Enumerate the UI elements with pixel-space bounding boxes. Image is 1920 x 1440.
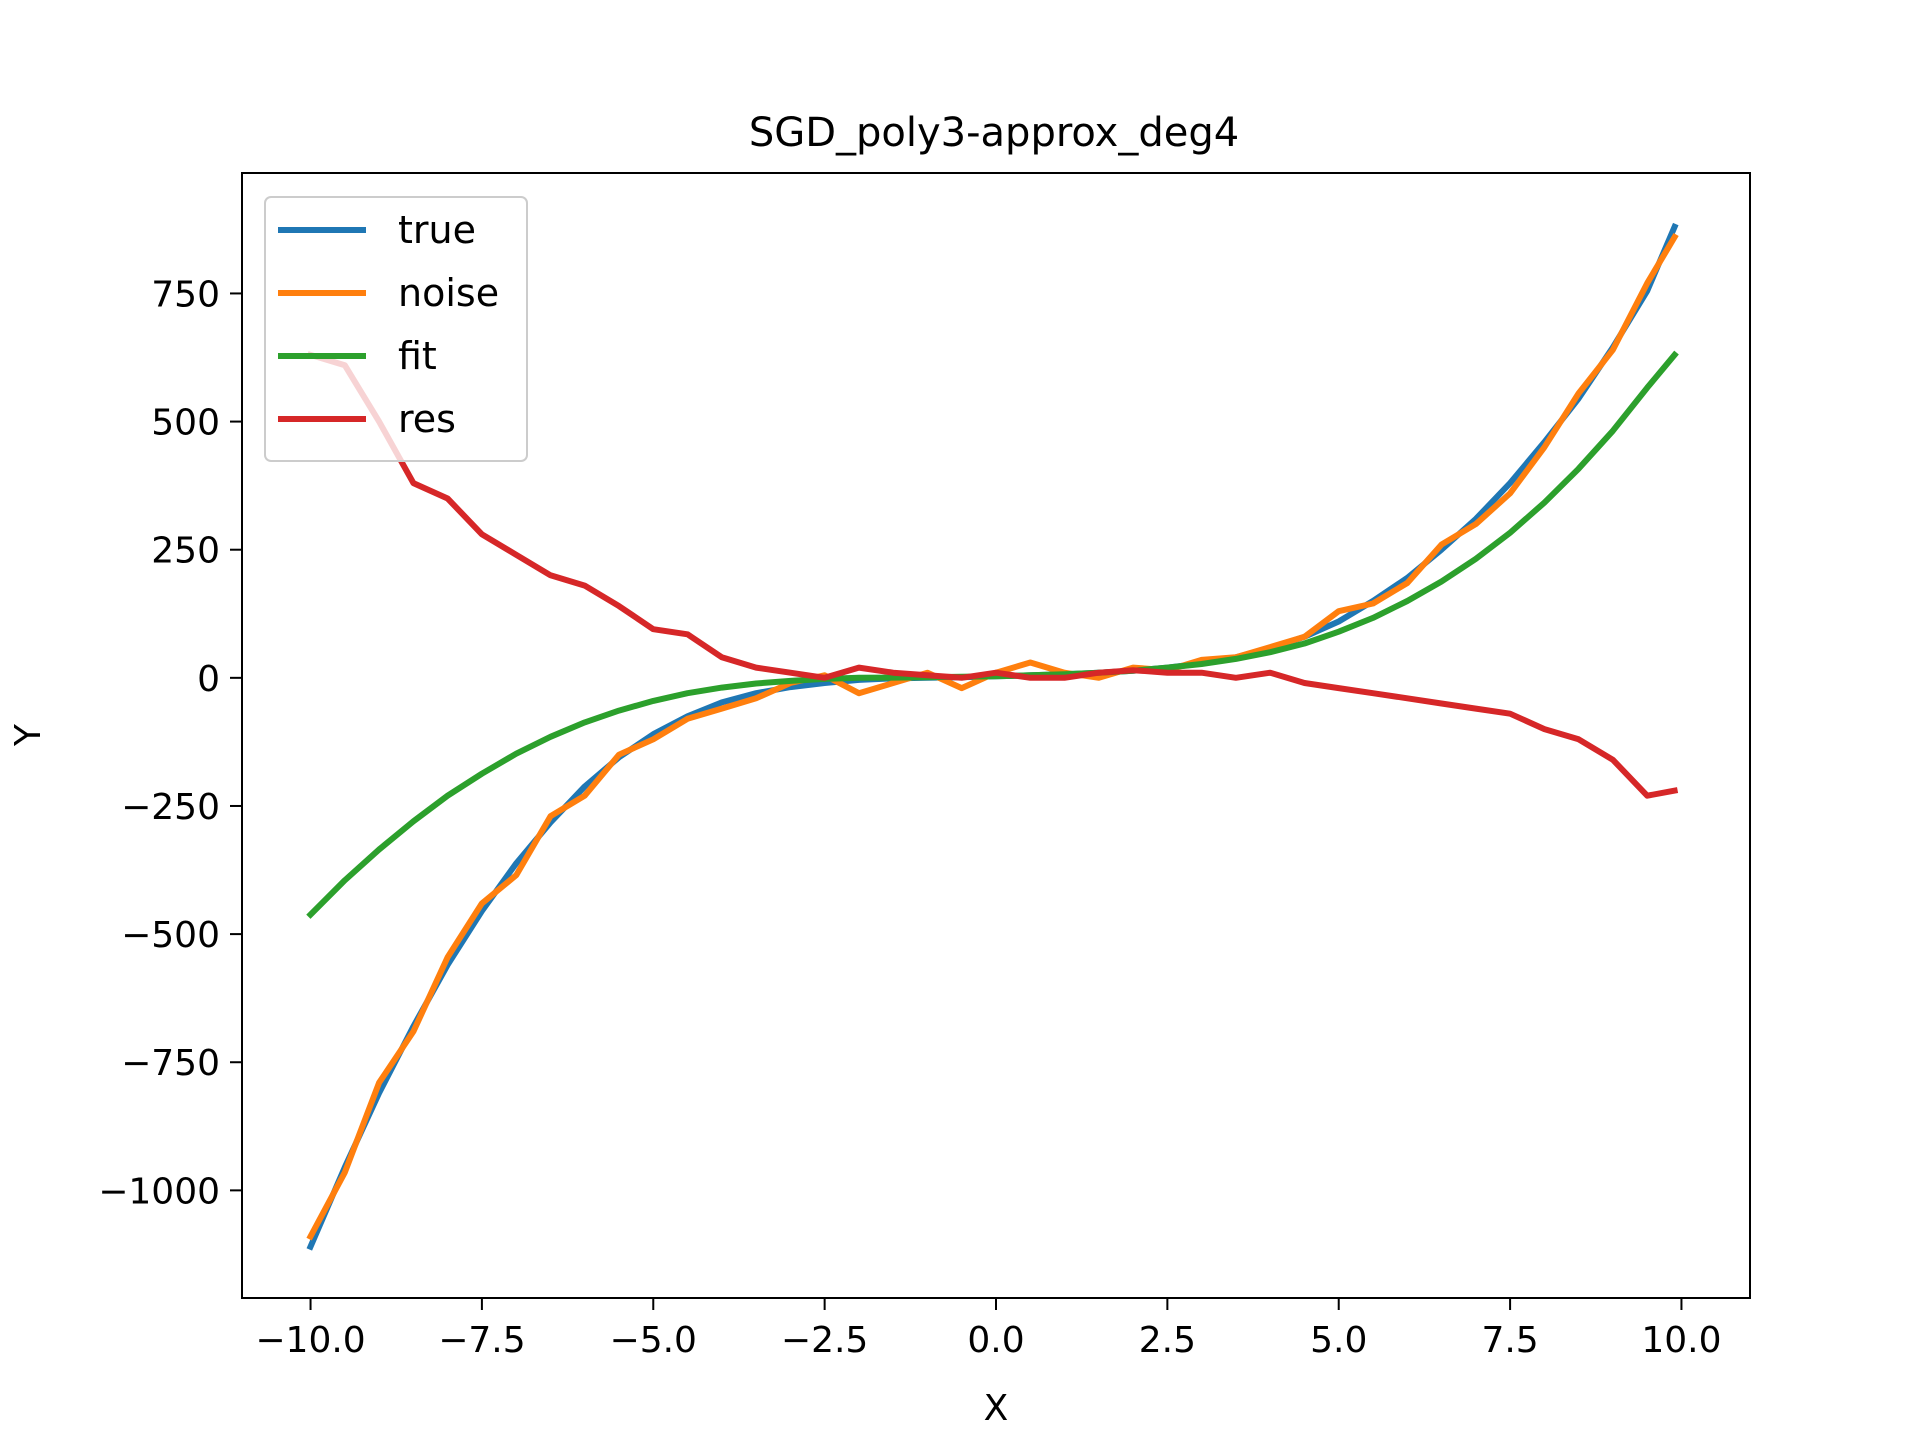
legend-label-noise: noise bbox=[398, 271, 499, 315]
legend: true noise fit res bbox=[264, 196, 528, 462]
y-tick-label: 250 bbox=[151, 531, 220, 572]
series-layer bbox=[306, 222, 1679, 1251]
x-tick-label: 10.0 bbox=[1641, 1320, 1721, 1361]
y-axis-label: Y bbox=[8, 723, 49, 747]
x-tick-label: −2.5 bbox=[781, 1320, 868, 1361]
y-tick-label: −750 bbox=[121, 1043, 220, 1084]
legend-label-true: true bbox=[398, 208, 476, 252]
legend-box bbox=[264, 196, 528, 462]
legend-label-res: res bbox=[398, 397, 456, 441]
x-tick-label: −7.5 bbox=[438, 1320, 525, 1361]
x-tick-label: −5.0 bbox=[610, 1320, 697, 1361]
y-tick-label: 0 bbox=[197, 659, 220, 700]
series-line-fit bbox=[306, 350, 1679, 919]
y-tick-label: −1000 bbox=[98, 1171, 220, 1212]
x-tick-label: 5.0 bbox=[1310, 1320, 1367, 1361]
x-axis-label: X bbox=[984, 1388, 1009, 1429]
y-tick-label: −500 bbox=[121, 915, 220, 956]
y-tick-label: 750 bbox=[151, 274, 220, 315]
y-tick-label: −250 bbox=[121, 787, 220, 828]
x-tick-label: −10.0 bbox=[255, 1320, 365, 1361]
x-tick-label: 2.5 bbox=[1139, 1320, 1196, 1361]
legend-label-fit: fit bbox=[398, 334, 437, 378]
x-tick-label: 7.5 bbox=[1481, 1320, 1538, 1361]
chart-title: SGD_poly3-approx_deg4 bbox=[749, 110, 1239, 156]
y-axis: −1000 −750 −500 −250 0 250 500 750 bbox=[98, 274, 242, 1212]
x-tick-label: 0.0 bbox=[967, 1320, 1024, 1361]
y-tick-label: 500 bbox=[151, 403, 220, 444]
x-axis: −10.0 −7.5 −5.0 −2.5 0.0 2.5 5.0 7.5 10.0 bbox=[255, 1298, 1722, 1361]
series-line-res bbox=[306, 351, 1679, 799]
